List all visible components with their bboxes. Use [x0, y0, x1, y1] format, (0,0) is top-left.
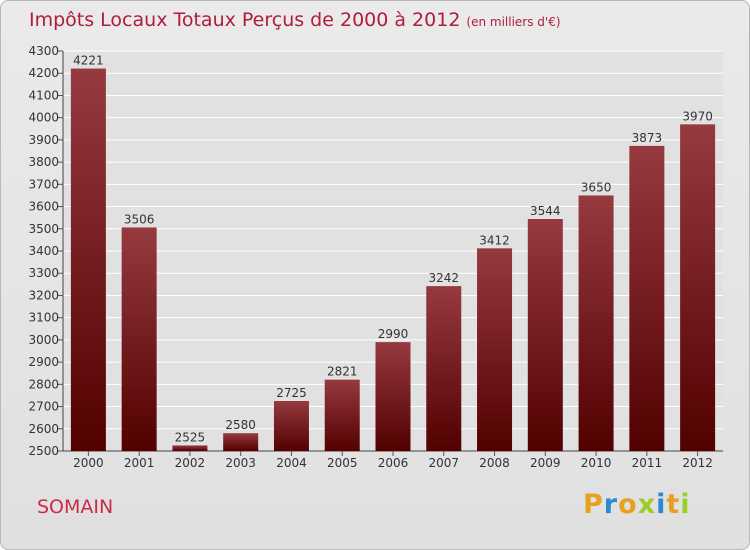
y-tick-label: 3000	[28, 333, 59, 347]
x-tick-label: 2001	[124, 456, 155, 470]
bar-value-label: 2990	[378, 327, 409, 341]
logo-letter: t	[666, 489, 681, 520]
bar-value-label: 4221	[73, 54, 104, 68]
x-tick-label: 2011	[632, 456, 663, 470]
y-tick-label: 3800	[28, 155, 59, 169]
y-tick-label: 2600	[28, 422, 59, 436]
bar	[680, 124, 716, 451]
logo-letter: i	[656, 489, 667, 520]
bar	[629, 145, 665, 451]
y-tick-label: 3100	[28, 311, 59, 325]
chart-title: Impôts Locaux Totaux Perçus de 2000 à 20…	[29, 9, 561, 31]
y-tick-label: 4300	[28, 44, 59, 58]
bar	[70, 68, 106, 452]
x-tick-label: 2010	[581, 456, 612, 470]
x-tick-label: 2005	[327, 456, 358, 470]
bar	[527, 219, 563, 451]
x-tick-label: 2007	[428, 456, 459, 470]
proxiti-logo: Proxiti	[583, 489, 691, 520]
bar	[172, 445, 208, 451]
bar	[578, 195, 614, 451]
logo-letter: P	[583, 489, 604, 520]
y-tick-label: 4200	[28, 66, 59, 80]
bar	[324, 379, 360, 451]
bar-value-label: 3873	[632, 131, 663, 145]
y-tick-label: 2500	[28, 444, 59, 458]
bar	[477, 248, 513, 451]
y-tick-label: 3300	[28, 266, 59, 280]
y-tick-label: 2800	[28, 377, 59, 391]
y-tick-label: 2900	[28, 355, 59, 369]
x-tick-label: 2009	[530, 456, 561, 470]
y-tick-label: 3600	[28, 200, 59, 214]
town-name: SOMAIN	[37, 496, 114, 518]
bar-value-label: 2725	[276, 386, 307, 400]
bar-value-label: 3650	[581, 180, 612, 194]
bar-value-label: 2821	[327, 365, 358, 379]
bar	[273, 401, 309, 451]
bar	[375, 342, 411, 451]
logo-letter: x	[637, 489, 657, 520]
chart-title-text: Impôts Locaux Totaux Perçus de 2000 à 20…	[29, 9, 461, 31]
x-tick-label: 2008	[479, 456, 510, 470]
bar-value-label: 2525	[175, 430, 206, 444]
y-tick-label: 3200	[28, 288, 59, 302]
x-tick-label: 2003	[225, 456, 256, 470]
x-tick-label: 2004	[276, 456, 307, 470]
bar	[121, 227, 157, 451]
x-tick-label: 2006	[378, 456, 409, 470]
y-tick-label: 3900	[28, 133, 59, 147]
y-tick-label: 3400	[28, 244, 59, 258]
y-tick-label: 2700	[28, 400, 59, 414]
bar-value-label: 3412	[479, 233, 510, 247]
bar-value-label: 3544	[530, 204, 561, 218]
x-tick-label: 2000	[73, 456, 104, 470]
logo-letter: i	[680, 489, 691, 520]
bar	[426, 286, 462, 451]
logo-letter: r	[603, 489, 619, 520]
bar-value-label: 2580	[225, 418, 256, 432]
bar	[223, 433, 259, 451]
y-tick-label: 3500	[28, 222, 59, 236]
bar-value-label: 3506	[124, 212, 155, 226]
y-tick-label: 3700	[28, 177, 59, 191]
x-tick-label: 2002	[175, 456, 206, 470]
logo-letter: o	[618, 489, 638, 520]
y-tick-label: 4000	[28, 111, 59, 125]
y-tick-label: 4100	[28, 88, 59, 102]
chart-unit: (en milliers d'€)	[466, 15, 561, 29]
bar-value-label: 3970	[682, 109, 713, 123]
bar-value-label: 3242	[428, 271, 459, 285]
x-tick-label: 2012	[682, 456, 713, 470]
